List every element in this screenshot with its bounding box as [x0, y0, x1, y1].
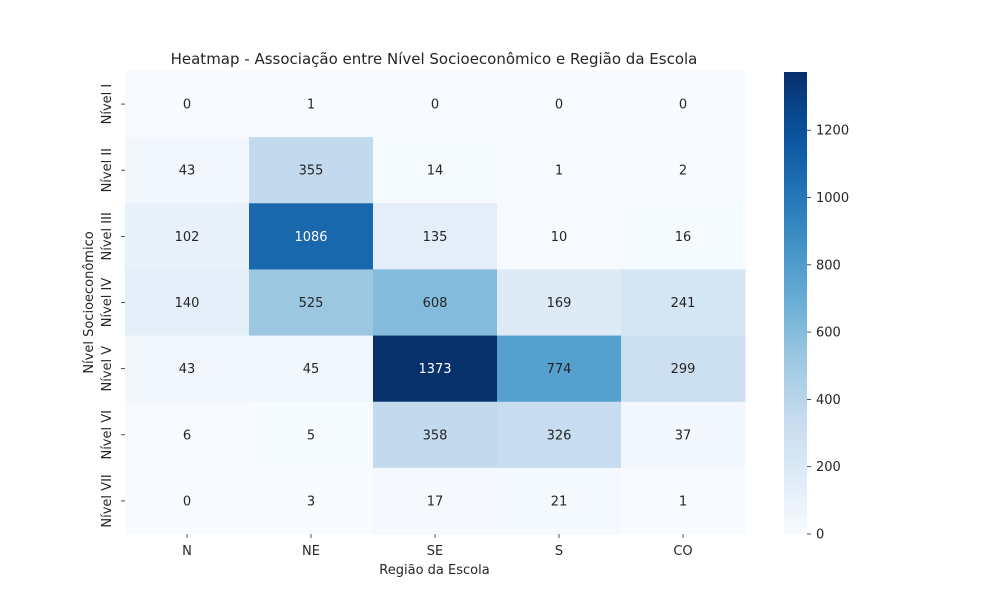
- cell-value-label: 326: [547, 428, 572, 443]
- colorbar-tick-label: 400: [816, 393, 841, 408]
- colorbar-tick-label: 600: [816, 326, 841, 341]
- heatmap-cell: [497, 467, 622, 535]
- cell-value-label: 135: [423, 230, 448, 245]
- heatmap-cell: [621, 203, 746, 270]
- heatmap-cell: [125, 467, 250, 535]
- colorbar-tick-label: 1000: [816, 191, 849, 206]
- cell-value-label: 0: [431, 98, 439, 113]
- heatmap-cell: [249, 203, 374, 270]
- heatmap-cell: [373, 71, 498, 138]
- cell-value-label: 6: [183, 428, 191, 443]
- heatmap-cell: [249, 335, 374, 403]
- heatmap-cell: [249, 467, 374, 535]
- y-axis-label: Nível Socioeconômico: [82, 231, 97, 373]
- cell-value-label: 1: [679, 494, 687, 509]
- colorbar-tick-label: 1200: [816, 124, 849, 139]
- colorbar: 0 200 400 600 800 1000 1200: [784, 72, 849, 543]
- heatmap-cell: [621, 137, 746, 204]
- y-tick-label: Nível I: [100, 84, 115, 125]
- cell-value-label: 14: [427, 164, 444, 179]
- heatmap-cell: [621, 269, 746, 337]
- cell-value-label: 608: [423, 296, 448, 311]
- heatmap-cell: [373, 335, 498, 403]
- cell-value-label: 1: [307, 98, 315, 113]
- x-axis: N NE SE S CO: [182, 534, 693, 559]
- cell-value-label: 140: [175, 296, 200, 311]
- heatmap-cell: [497, 335, 622, 403]
- heatmap-cell: [373, 467, 498, 535]
- heatmap-cell: [125, 269, 250, 337]
- cell-value-label: 0: [183, 98, 191, 113]
- y-axis: Nível I Nível II Nível III Nível IV Nível V N…: [100, 84, 125, 528]
- cell-value-label: 0: [183, 494, 191, 509]
- heatmap-cell: [497, 401, 622, 469]
- cell-value-label: 1086: [294, 230, 327, 245]
- x-axis-label: Região da Escola: [379, 563, 489, 578]
- heatmap-cell: [373, 269, 498, 337]
- y-tick-label: Nível IV: [100, 278, 115, 328]
- chart-title: Heatmap - Associação entre Nível Socioec…: [171, 50, 698, 68]
- heatmap-cell: [125, 203, 250, 270]
- cell-value-label: 169: [547, 296, 572, 311]
- heatmap-cell: [125, 137, 250, 204]
- cell-value-label: 0: [555, 98, 563, 113]
- cell-value-label: 5: [307, 428, 315, 443]
- cell-value-label: 37: [675, 428, 692, 443]
- heatmap-cell: [373, 203, 498, 270]
- cell-value-label: 1: [555, 164, 563, 179]
- heatmap-cell: [373, 137, 498, 204]
- heatmap-cell: [125, 335, 250, 403]
- cell-value-label: 2: [679, 164, 687, 179]
- heatmap-cell: [249, 137, 374, 204]
- y-tick-label: Nível II: [100, 148, 115, 192]
- x-tick-label: S: [555, 544, 563, 559]
- colorbar-tick-label: 800: [816, 258, 841, 273]
- cell-value-label: 525: [299, 296, 324, 311]
- colorbar-tick-label: 200: [816, 460, 841, 475]
- heatmap-cell: [125, 401, 250, 469]
- cell-value-label: 0: [679, 98, 687, 113]
- cell-value-label: 17: [427, 494, 444, 509]
- heatmap-cell: [621, 71, 746, 138]
- cell-value-label: 299: [671, 362, 696, 377]
- heatmap-cell: [621, 401, 746, 469]
- y-tick-label: Nível VI: [100, 410, 115, 460]
- heatmap-cell: [125, 71, 250, 138]
- heatmap-cell: [373, 401, 498, 469]
- x-tick-label: SE: [427, 544, 443, 559]
- cell-value-label: 358: [423, 428, 448, 443]
- colorbar-gradient: [784, 72, 807, 534]
- cell-value-label: 10: [551, 230, 568, 245]
- x-tick-label: CO: [673, 544, 692, 559]
- x-tick-label: NE: [302, 544, 320, 559]
- cell-value-label: 774: [547, 362, 572, 377]
- heatmap-cell: [497, 269, 622, 337]
- y-tick-label: Nível V: [100, 346, 115, 392]
- heatmap-cell: [249, 71, 374, 138]
- cell-value-label: 45: [303, 362, 320, 377]
- heatmap-cell: [497, 71, 622, 138]
- cell-value-label: 16: [675, 230, 692, 245]
- heatmap-cell: [249, 269, 374, 337]
- cell-value-label: 241: [671, 296, 696, 311]
- heatmap-cell: [621, 335, 746, 403]
- heatmap-cells: [125, 71, 746, 535]
- cell-value-label: 1373: [418, 362, 451, 377]
- heatmap-cell: [621, 467, 746, 535]
- cell-value-label: 102: [175, 230, 200, 245]
- x-tick-label: N: [182, 544, 192, 559]
- cell-value-label: 43: [179, 164, 196, 179]
- y-tick-label: Nível III: [100, 212, 115, 260]
- cell-value-label: 43: [179, 362, 196, 377]
- heatmap-cell: [249, 401, 374, 469]
- heatmap-cell: [497, 137, 622, 204]
- cell-value-label: 3: [307, 494, 315, 509]
- cell-value-label: 21: [551, 494, 568, 509]
- colorbar-tick-label: 0: [816, 528, 824, 543]
- y-tick-label: Nível VII: [100, 474, 115, 527]
- heatmap-cell: [497, 203, 622, 270]
- cell-value-label: 355: [299, 164, 324, 179]
